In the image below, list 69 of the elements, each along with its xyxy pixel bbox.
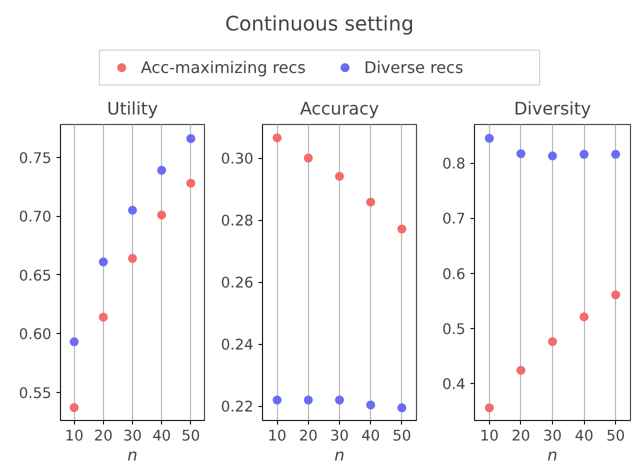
point: [397, 224, 406, 234]
x-tick-label: 50: [181, 428, 200, 444]
point: [335, 396, 344, 405]
y-tick-label: 0.26: [220, 274, 254, 292]
x-tick-label: 40: [152, 428, 171, 444]
point: [516, 366, 526, 375]
x-axis-title: n: [547, 446, 558, 464]
point: [548, 151, 557, 160]
y-tick-label: 0.7: [442, 210, 466, 228]
point: [611, 150, 620, 159]
y-tick-label: 0.55: [18, 384, 52, 402]
point: [304, 154, 313, 162]
y-tick-label: 0.28: [220, 212, 254, 230]
x-tick-label: 10: [64, 428, 84, 444]
x-tick-label: 30: [330, 428, 349, 444]
y-tick-label: 0.24: [220, 336, 254, 354]
y-tick-label: 0.5: [442, 320, 466, 338]
point: [272, 396, 282, 405]
point: [70, 403, 79, 412]
chart-title: Diversity: [514, 100, 592, 120]
legend-label: Acc-maximizing recs: [140, 58, 306, 78]
point: [157, 166, 166, 175]
point: [484, 134, 494, 143]
text: Continuous setting: [225, 12, 414, 36]
chart-title: Utility: [107, 100, 158, 120]
point: [516, 149, 526, 158]
point: [186, 178, 196, 188]
point: [580, 150, 589, 159]
x-tick-label: 40: [574, 428, 594, 444]
x-tick-label: 20: [94, 428, 113, 444]
y-tick-label: 0.75: [18, 150, 52, 167]
x-tick-label: 50: [606, 428, 625, 444]
x-axis-title: n: [127, 446, 138, 464]
point: [397, 403, 406, 412]
point: [304, 396, 313, 405]
point: [484, 403, 494, 412]
x-tick-label: 30: [543, 428, 562, 444]
point: [335, 172, 344, 181]
x-tick-label: 50: [392, 428, 412, 444]
x-tick-label: 10: [480, 428, 499, 444]
point: [98, 257, 108, 266]
y-tick-label: 0.22: [220, 398, 254, 416]
y-tick-label: 0.60: [18, 326, 52, 344]
chart-title: Accuracy: [300, 100, 380, 120]
point: [611, 290, 620, 300]
x-tick-label: 30: [123, 428, 142, 444]
point: [580, 312, 589, 322]
y-tick-label: 0.65: [18, 267, 52, 284]
point: [366, 400, 376, 410]
point: [128, 254, 137, 263]
point: [272, 133, 282, 142]
point: [186, 134, 196, 144]
x-tick-label: 20: [512, 428, 530, 444]
legend-label: Diverse recs: [364, 58, 464, 78]
point: [548, 337, 557, 346]
x-tick-label: 40: [361, 428, 380, 444]
point: [366, 198, 376, 207]
x-tick-label: 20: [299, 428, 318, 444]
y-tick-label: 0.70: [18, 208, 52, 226]
point: [70, 337, 79, 346]
point: [98, 312, 108, 322]
x-axis-title: n: [334, 446, 345, 464]
y-tick-label: 0.6: [442, 266, 466, 283]
point: [157, 210, 166, 220]
y-tick-label: 0.4: [442, 376, 466, 394]
point: [128, 206, 137, 215]
y-tick-label: 0.30: [220, 150, 254, 168]
y-tick-label: 0.8: [442, 156, 466, 173]
x-tick-label: 10: [268, 428, 286, 444]
